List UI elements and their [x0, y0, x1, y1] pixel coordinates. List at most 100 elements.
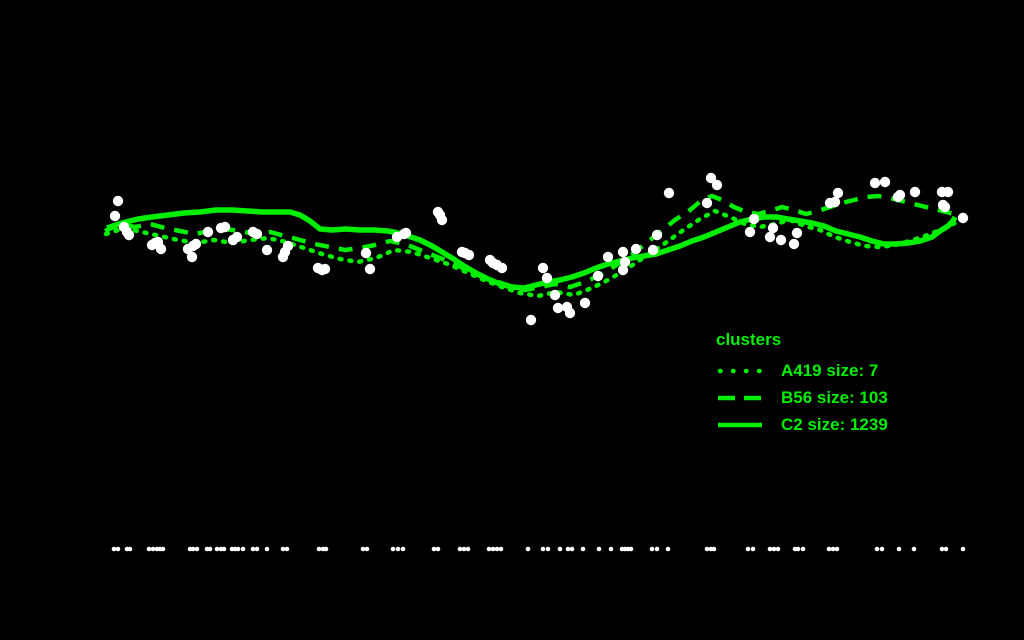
dotted-line-key-icon [717, 368, 764, 373]
rug-tick [395, 546, 401, 552]
rug-tick [750, 546, 756, 552]
scatter-point [602, 251, 614, 263]
dashed-line-key-icon [718, 395, 761, 400]
rug-tick [939, 546, 945, 552]
legend-title: clusters [716, 330, 782, 349]
scatter-point [894, 189, 906, 201]
cluster-line-b56 [104, 193, 963, 293]
rug-tick [649, 546, 655, 552]
scatter-point [231, 231, 243, 243]
scatter-point [711, 179, 723, 191]
legend-label-a419: A419 size: 7 [781, 360, 879, 380]
rug-tick [525, 546, 531, 552]
rug-tick [960, 546, 966, 552]
rug-tick [565, 546, 571, 552]
rug-tick [654, 546, 660, 552]
rug-tick [771, 546, 777, 552]
scatter-point [879, 176, 891, 188]
rug-tick [486, 546, 492, 552]
rug-tick [435, 546, 441, 552]
rug-tick [146, 546, 152, 552]
rug-tick [494, 546, 500, 552]
rug-tick [896, 546, 902, 552]
rug-tick [830, 546, 836, 552]
rug-tick [150, 546, 156, 552]
rug-tick [874, 546, 880, 552]
rug-tick [190, 546, 196, 552]
scatter-point [436, 214, 448, 226]
scatter-point [123, 229, 135, 241]
rug-tick [490, 546, 496, 552]
rug-tick [360, 546, 366, 552]
legend-item-b56: B56 size: 103 [716, 384, 888, 411]
scatter-point [186, 251, 198, 263]
scatter-point [552, 302, 564, 314]
rug-tick [235, 546, 241, 552]
rug-tick [115, 546, 121, 552]
rug-tick [498, 546, 504, 552]
scatter-point [496, 262, 508, 274]
scatter-point [942, 186, 954, 198]
scatter-point [791, 227, 803, 239]
rug-tick [250, 546, 256, 552]
rug-tick [943, 546, 949, 552]
scatter-point [525, 314, 537, 326]
scatter-point [869, 177, 881, 189]
rug-tick [800, 546, 806, 552]
rug-tick [280, 546, 286, 552]
scatter-point [541, 272, 553, 284]
legend-label-b56: B56 size: 103 [781, 387, 888, 407]
rug-tick [665, 546, 671, 552]
rug-tick [461, 546, 467, 552]
scatter-point [619, 256, 631, 268]
rug-tick [775, 546, 781, 552]
rug-tick [540, 546, 546, 552]
rug-tick [767, 546, 773, 552]
rug-tick [316, 546, 322, 552]
rug-tick [557, 546, 563, 552]
legend-item-c2: C2 size: 1239 [716, 411, 888, 438]
rug-tick [221, 546, 227, 552]
scatter-point [832, 187, 844, 199]
cluster-line-a419 [103, 208, 958, 299]
rug-tick [569, 546, 575, 552]
scatter-point [400, 227, 412, 239]
scatter-point [364, 263, 376, 275]
scatter-point [744, 226, 756, 238]
legend-label-c2: C2 size: 1239 [781, 414, 888, 434]
rug-tick [127, 546, 133, 552]
scatter-point [202, 226, 214, 238]
scatter-point [909, 186, 921, 198]
scatter-point [630, 243, 642, 255]
scatter-point [651, 229, 663, 241]
rug-tick [911, 546, 917, 552]
rug-tick [254, 546, 260, 552]
legend: clusters A419 size: 7 B56 size: 103 C2 s… [716, 329, 888, 438]
scatter-point [155, 243, 167, 255]
solid-line-key-icon [718, 422, 762, 427]
rug-tick [628, 546, 634, 552]
scatter-point [564, 307, 576, 319]
rug-tick [795, 546, 801, 552]
scatter-point [112, 195, 124, 207]
rug-tick [879, 546, 885, 552]
rug-tick [390, 546, 396, 552]
scatter-point [705, 172, 717, 184]
scatter-point [282, 240, 294, 252]
scatter-point [957, 212, 969, 224]
scatter-point [617, 264, 629, 276]
rug-tick [264, 546, 270, 552]
rug-tick [465, 546, 471, 552]
rug-tick [207, 546, 213, 552]
rug-tick [834, 546, 840, 552]
rug-tick [400, 546, 406, 552]
scatter-point [647, 244, 659, 256]
rug-tick [457, 546, 463, 552]
rug-tick [704, 546, 710, 552]
scatter-point [617, 246, 629, 258]
rug-tick [214, 546, 220, 552]
scatter-point [190, 238, 202, 250]
scatter-point [463, 249, 475, 261]
